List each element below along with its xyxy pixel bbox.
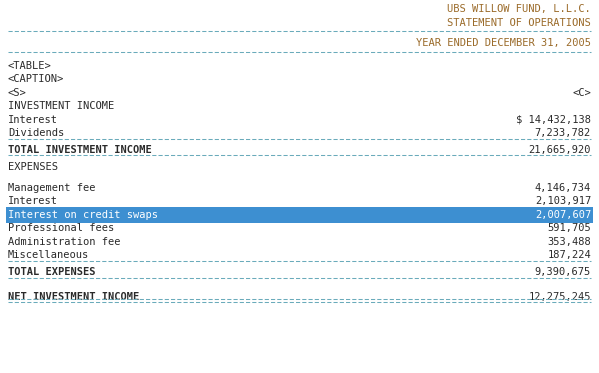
Text: 9,390,675: 9,390,675: [535, 267, 591, 277]
Text: 12,275,245: 12,275,245: [528, 292, 591, 301]
Text: 187,224: 187,224: [547, 250, 591, 260]
Text: 4,146,734: 4,146,734: [535, 183, 591, 193]
Text: 2,007,607: 2,007,607: [535, 210, 591, 220]
Text: INVESTMENT INCOME: INVESTMENT INCOME: [8, 101, 114, 111]
Text: 2,103,917: 2,103,917: [535, 196, 591, 206]
Text: Interest: Interest: [8, 196, 58, 206]
Text: Interest: Interest: [8, 115, 58, 125]
Text: <CAPTION>: <CAPTION>: [8, 74, 64, 84]
Text: <TABLE>: <TABLE>: [8, 61, 52, 71]
Text: UBS WILLOW FUND, L.L.C.: UBS WILLOW FUND, L.L.C.: [447, 4, 591, 14]
Text: YEAR ENDED DECEMBER 31, 2005: YEAR ENDED DECEMBER 31, 2005: [416, 38, 591, 48]
Text: 353,488: 353,488: [547, 237, 591, 247]
Text: 7,233,782: 7,233,782: [535, 128, 591, 138]
Text: NET INVESTMENT INCOME: NET INVESTMENT INCOME: [8, 292, 139, 301]
Text: Administration fee: Administration fee: [8, 237, 120, 247]
Text: <S>: <S>: [8, 88, 27, 98]
Text: 591,705: 591,705: [547, 223, 591, 233]
Text: Professional fees: Professional fees: [8, 223, 114, 233]
Text: $ 14,432,138: $ 14,432,138: [516, 115, 591, 125]
Text: 21,665,920: 21,665,920: [528, 145, 591, 155]
Text: TOTAL INVESTMENT INCOME: TOTAL INVESTMENT INCOME: [8, 145, 152, 155]
Text: TOTAL EXPENSES: TOTAL EXPENSES: [8, 267, 95, 277]
Text: <C>: <C>: [572, 88, 591, 98]
Bar: [6, 207, 593, 223]
Text: Management fee: Management fee: [8, 183, 95, 193]
Text: STATEMENT OF OPERATIONS: STATEMENT OF OPERATIONS: [447, 18, 591, 28]
Text: EXPENSES: EXPENSES: [8, 162, 58, 172]
Text: Dividends: Dividends: [8, 128, 64, 138]
Text: Miscellaneous: Miscellaneous: [8, 250, 89, 260]
Text: Interest on credit swaps: Interest on credit swaps: [8, 210, 158, 220]
